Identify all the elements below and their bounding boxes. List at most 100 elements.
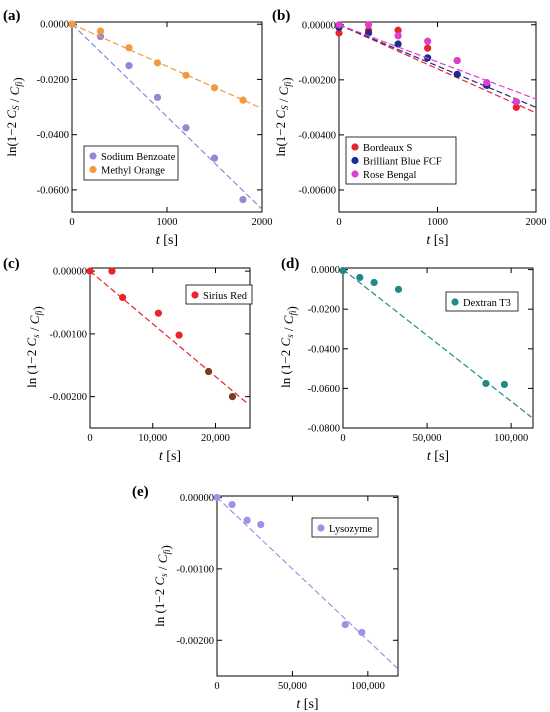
x-tick-label: 10,000 — [138, 433, 167, 444]
data-point — [453, 70, 461, 78]
data-point — [68, 20, 76, 28]
x-tick-label: 0 — [69, 217, 74, 228]
data-point — [153, 59, 162, 67]
data-point — [512, 103, 520, 111]
y-tick-label: -0.00400 — [298, 130, 336, 141]
x-tick-label: 50,000 — [413, 433, 442, 444]
data-point — [512, 98, 520, 106]
y-tick-label: -0.00200 — [298, 75, 336, 86]
fit-line-1 — [339, 24, 536, 108]
panel-a: (a) 0 1000 2000 0.0000 -0.0200 -0.0400 -0.0600 t… — [3, 8, 273, 248]
plot-frame — [71, 21, 263, 213]
data-point — [239, 96, 247, 104]
data-point — [482, 379, 490, 388]
y-tick-label: -0.00600 — [298, 185, 336, 196]
data-point — [483, 78, 491, 87]
data-point — [257, 520, 265, 529]
data-point — [356, 273, 364, 282]
y-axis-label: ln (1−2 Cs / Cfi) — [152, 545, 173, 627]
data-point — [210, 84, 219, 92]
legend-label: Lysozyme — [329, 524, 372, 535]
legend-label: Methyl Orange — [101, 165, 165, 176]
x-axis-label: t [s] — [427, 449, 449, 464]
y-axis-label: ln(1−2 CS / Cfi) — [4, 77, 25, 156]
x-axis-label: t [s] — [159, 449, 181, 464]
legend-box — [311, 517, 379, 538]
y-tick-label: -0.0200 — [308, 305, 340, 316]
x-tick-label: 0 — [336, 217, 341, 228]
plot-frame — [216, 495, 399, 677]
x-axis-label: t [s] — [426, 233, 448, 248]
data-point — [204, 367, 213, 376]
y-tick-label: -0.0800 — [308, 424, 340, 435]
x-tick-label: 20,000 — [201, 433, 230, 444]
y-tick-label: 0.00000 — [302, 20, 336, 31]
y-axis-label: ln (1−2 Cs / Cfi) — [24, 306, 45, 388]
panel-label: (a) — [3, 8, 21, 24]
y-tick-label: -0.0200 — [37, 75, 69, 86]
data-point — [182, 124, 190, 132]
fit-line-0 — [217, 496, 398, 670]
x-tick-label: 0 — [87, 433, 92, 444]
y-tick-label: -0.00200 — [176, 636, 214, 647]
x-tick-label: 100,000 — [494, 433, 528, 444]
data-point — [182, 71, 190, 79]
data-point — [394, 285, 403, 293]
y-tick-label: 0.0000 — [311, 265, 340, 276]
data-point — [175, 331, 183, 339]
plot-frame — [342, 267, 534, 429]
legend-box — [185, 284, 253, 305]
y-tick-label: -0.00100 — [176, 564, 214, 575]
x-tick-label: 1000 — [157, 217, 178, 228]
legend-label: Brilliant Blue FCF — [363, 156, 442, 167]
x-tick-label: 0 — [214, 681, 219, 692]
data-point — [228, 500, 236, 509]
data-point — [125, 62, 133, 70]
y-tick-label: -0.0600 — [308, 384, 340, 395]
data-point — [213, 493, 221, 502]
data-point — [500, 380, 509, 389]
data-point — [335, 21, 343, 29]
fit-line-2 — [339, 24, 536, 100]
legend-marker — [191, 291, 199, 299]
x-axis-label: t [s] — [156, 233, 178, 248]
data-point — [154, 309, 162, 317]
legend-marker — [89, 165, 97, 174]
y-tick-label: -0.00200 — [49, 392, 87, 403]
legend-label: Sirius Red — [203, 291, 248, 302]
legend-marker — [351, 156, 359, 165]
data-point — [364, 21, 373, 29]
x-tick-label: 1000 — [427, 217, 448, 228]
legend-label: Rose Bengal — [363, 170, 416, 181]
legend-box — [345, 136, 457, 185]
y-tick-label: -0.0400 — [308, 344, 340, 355]
data-point — [394, 26, 402, 34]
fit-line-1 — [72, 23, 262, 109]
data-point — [239, 195, 247, 204]
data-point — [339, 266, 347, 275]
x-tick-label: 2000 — [252, 217, 273, 228]
panel-b: (b) 0 1000 2000 0.00000 -0.00200 -0.00400 -0.00… — [272, 8, 547, 248]
panel-label: (b) — [272, 8, 290, 24]
y-tick-label: 0.00000 — [53, 267, 87, 278]
y-tick-label: -0.00100 — [49, 329, 87, 340]
y-tick-label: 0.0000 — [40, 20, 69, 31]
legend-marker — [351, 143, 359, 151]
data-point — [341, 620, 349, 629]
legend-marker — [317, 524, 325, 532]
data-point — [96, 27, 105, 35]
legend-marker — [451, 298, 459, 306]
panel-c: (c) 0 10,000 20,000 0.00000 -0.00100 -0.00200 t… — [3, 256, 253, 464]
y-axis-label: ln (1−2 Cs / Cfi) — [278, 306, 299, 388]
y-tick-label: -0.0600 — [37, 185, 69, 196]
fit-line-0 — [339, 24, 536, 114]
legend-box — [445, 291, 519, 312]
y-tick-label: 0.00000 — [180, 493, 214, 504]
data-point — [394, 40, 402, 48]
data-point — [86, 267, 94, 275]
legend-marker — [351, 170, 359, 178]
data-point — [358, 628, 366, 637]
data-point — [335, 29, 343, 37]
data-point — [453, 56, 461, 65]
